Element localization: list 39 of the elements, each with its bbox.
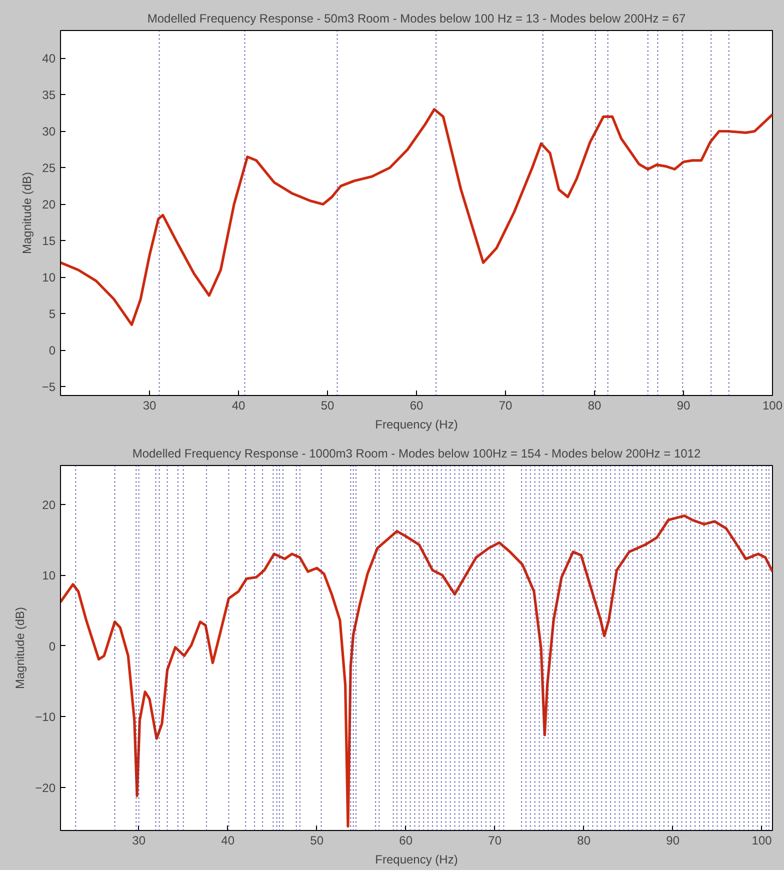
y-tick-label: 0 — [48, 344, 56, 358]
y-tick-label: −20 — [35, 780, 56, 795]
x-tick-label: 70 — [498, 398, 512, 412]
x-tick-label: 40 — [221, 834, 235, 848]
x-tick-label: 70 — [488, 834, 502, 848]
y-tick-label: 5 — [48, 307, 56, 322]
x-tick-label: 50 — [310, 834, 324, 848]
x-axis-title: Frequency (Hz) — [375, 418, 458, 432]
y-tick-label: −5 — [42, 380, 56, 394]
y-tick-label: 25 — [42, 161, 56, 176]
y-tick-label: 20 — [42, 498, 56, 512]
y-tick-label: 35 — [42, 88, 56, 102]
x-tick-label: 30 — [142, 398, 156, 412]
x-tick-label: 90 — [676, 398, 690, 412]
y-tick-label: 40 — [42, 52, 56, 66]
x-tick-label: 100 — [762, 398, 783, 412]
y-tick-label: 20 — [42, 198, 56, 212]
x-tick-label: 50 — [320, 398, 334, 412]
x-tick-label: 40 — [232, 398, 246, 412]
y-tick-label: −10 — [35, 710, 56, 724]
x-tick-label: 30 — [132, 834, 146, 848]
y-axis-title: Magnitude (dB) — [13, 606, 28, 690]
chart-title: Modelled Frequency Response - 50m3 Room - Modes below 100 Hz = 13 - Modes below 200Hz = 67 — [147, 12, 686, 26]
x-tick-label: 80 — [577, 834, 591, 848]
y-tick-label: 30 — [42, 124, 56, 139]
x-tick-label: 60 — [410, 398, 424, 412]
line-series — [60, 108, 772, 326]
x-tick-label: 100 — [752, 834, 772, 848]
x-tick-label: 60 — [399, 834, 413, 848]
y-tick-label: 15 — [42, 234, 56, 248]
y-tick-label: 10 — [42, 568, 56, 583]
x-tick-label: 90 — [666, 834, 680, 848]
y-tick-label: 10 — [42, 270, 56, 285]
y-tick-label: 0 — [48, 639, 56, 654]
line-series — [60, 514, 772, 828]
x-tick-label: 80 — [588, 398, 602, 412]
chart-title: Modelled Frequency Response - 1000m3 Room - Modes below 100Hz = 154 - Modes below 200Hz = 1012 — [132, 446, 701, 460]
y-axis-title: Magnitude (dB) — [20, 172, 34, 254]
x-axis-title: Frequency (Hz) — [375, 852, 458, 866]
